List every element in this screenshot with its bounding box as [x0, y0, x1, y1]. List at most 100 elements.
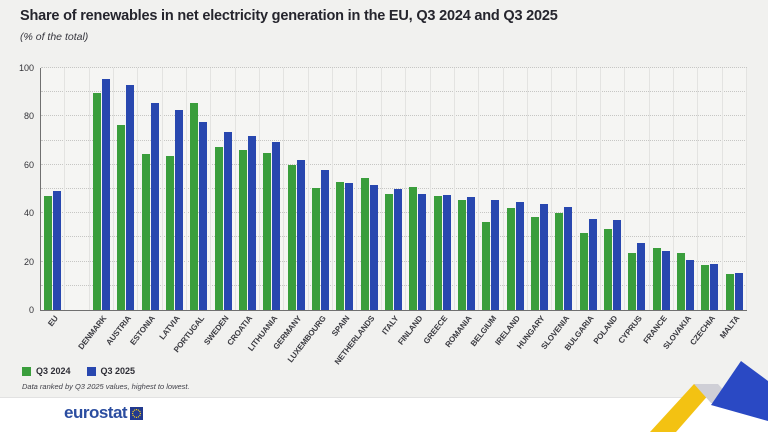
bar-q3-2024-lithuania: [263, 152, 272, 310]
bar-q3-2025-lithuania: [272, 141, 281, 310]
category-slot-bulgaria: BULGARIA: [563, 68, 601, 352]
bar-q3-2024-austria: [117, 124, 126, 310]
category-slot-lithuania: LITHUANIA: [246, 68, 285, 353]
bar-q3-2024-germany: [287, 164, 296, 310]
y-tick-label: 60: [23, 159, 34, 170]
bar-q3-2024-spain: [336, 181, 345, 310]
bar-q3-2024-ireland: [506, 208, 515, 310]
bar-q3-2024-slovenia: [555, 213, 564, 310]
category-slot-cyprus: CYPRUS: [617, 68, 650, 345]
legend-swatch: [86, 366, 96, 376]
bar-q3-2025-poland: [613, 220, 622, 310]
y-axis: 0 20 40 60 80 100: [6, 63, 34, 315]
footer-bar: eurostat: [0, 397, 768, 432]
category-slot-sweden: SWEDEN: [202, 68, 236, 347]
eurostat-logo: eurostat: [64, 403, 144, 423]
category-slot-austria: AUSTRIA: [104, 68, 139, 347]
bar-q3-2024-bulgaria: [579, 232, 588, 310]
legend-swatch: [22, 366, 31, 376]
bar-q3-2025-germany: [296, 159, 305, 310]
gridline: [41, 188, 747, 189]
bar-q3-2024-malta: [725, 273, 734, 310]
bar-q3-2025-slovenia: [564, 207, 573, 310]
plot-slots: EU DENMARK AUSTRIA ESTONIA LATVIA PORTUGAL SWE…: [41, 68, 747, 366]
category-slot-finland: FINLAND: [397, 68, 431, 347]
bar-q3-2025-portugal: [199, 122, 208, 310]
chart-subtitle: (% of the total): [20, 31, 89, 43]
category-slot-croatia: CROATIA: [226, 68, 261, 347]
bar-q3-2024-luxembourg: [311, 187, 320, 310]
x-axis-label: FINLAND: [396, 314, 425, 347]
x-axis-label: ITALY: [380, 314, 401, 337]
gridline: [41, 67, 747, 68]
bar-q3-2024-italy: [384, 193, 393, 310]
category-slot-italy: ITALY: [380, 68, 407, 336]
bar-q3-2024-latvia: [165, 156, 174, 310]
bar-q3-2025-malta: [734, 272, 743, 310]
bar-q3-2025-estonia: [150, 103, 159, 310]
bar-q3-2024-belgium: [482, 221, 491, 310]
category-slot-france: FRANCE: [641, 68, 674, 345]
bar-q3-2024-eu: [44, 196, 53, 310]
bar-q3-2025-spain: [345, 182, 354, 310]
y-tick-label: 100: [18, 63, 34, 73]
chart-legend: Q3 2024 Q3 2025: [22, 366, 135, 376]
bar-q3-2025-france: [661, 250, 670, 310]
category-slot-slovenia: SLOVENIA: [539, 68, 577, 351]
category-slot-slovakia: SLOVAKIA: [661, 68, 699, 351]
gridline: [41, 115, 747, 117]
x-axis-label: LATVIA: [157, 314, 182, 342]
plot-area: EU DENMARK AUSTRIA ESTONIA LATVIA PORTUGAL SWE…: [40, 67, 747, 366]
category-slot-greece: GREECE: [422, 68, 455, 346]
x-axis-label: SPAIN: [330, 314, 352, 338]
category-slot-poland: POLAND: [592, 68, 626, 346]
category-slot-estonia: ESTONIA: [129, 68, 163, 347]
bar-q3-2025-sweden: [223, 132, 232, 310]
bar-q3-2024-sweden: [214, 146, 223, 310]
eurostat-logo-text: eurostat: [64, 403, 128, 422]
y-tick-label: 40: [23, 208, 34, 219]
bar-q3-2024-cyprus: [628, 253, 637, 310]
eu-flag-icon: [130, 406, 144, 420]
category-slot-romania: ROMANIA: [443, 68, 480, 349]
bar-q3-2024-romania: [458, 199, 467, 310]
bar-q3-2024-denmark: [92, 93, 101, 310]
bar-q3-2025-ireland: [515, 202, 524, 310]
gridline: [41, 91, 747, 93]
bar-q3-2024-estonia: [141, 153, 150, 310]
bar-q3-2025-eu: [53, 191, 62, 310]
category-slot-spain: SPAIN: [330, 68, 358, 338]
category-slot-ireland: IRELAND: [494, 68, 528, 347]
bar-q3-2024-france: [652, 248, 661, 310]
y-tick-label: 0: [28, 305, 34, 315]
category-slot-czechia: CZECHIA: [688, 68, 723, 347]
x-axis-label: EU: [45, 314, 60, 329]
bar-q3-2024-finland: [409, 186, 418, 310]
bar-q3-2025-czechia: [710, 264, 719, 310]
bar-q3-2025-greece: [442, 195, 451, 310]
bar-q3-2025-belgium: [491, 199, 500, 310]
category-spacer: [65, 68, 90, 310]
bar-q3-2024-hungary: [531, 216, 540, 310]
y-tick-label: 80: [23, 111, 34, 122]
page-title: Share of renewables in net electricity g…: [20, 8, 558, 24]
category-slot-luxembourg: LUXEMBOURG: [285, 68, 334, 364]
bar-q3-2024-netherlands: [360, 178, 369, 310]
bar-q3-2025-austria: [126, 84, 135, 310]
bar-q3-2024-croatia: [238, 150, 247, 310]
bar-q3-2025-hungary: [540, 203, 549, 310]
legend-item-q3-2025: Q3 2025: [86, 366, 135, 376]
category-slot-belgium: BELGIUM: [469, 68, 504, 348]
ranking-note: Data ranked by Q3 2025 values, highest t…: [22, 382, 190, 391]
x-axis-label: POLAND: [592, 314, 620, 346]
category-slot-netherlands: NETHERLANDS: [333, 68, 382, 366]
bar-q3-2025-slovakia: [686, 260, 695, 310]
category-slot-latvia: LATVIA: [157, 68, 188, 341]
bar-q3-2025-cyprus: [637, 243, 646, 310]
bar-q3-2025-croatia: [247, 135, 256, 310]
bar-q3-2025-netherlands: [369, 185, 378, 310]
bar-q3-2025-denmark: [101, 78, 110, 310]
category-slot-hungary: HUNGARY: [515, 68, 553, 351]
category-slot-eu: EU: [41, 68, 66, 328]
